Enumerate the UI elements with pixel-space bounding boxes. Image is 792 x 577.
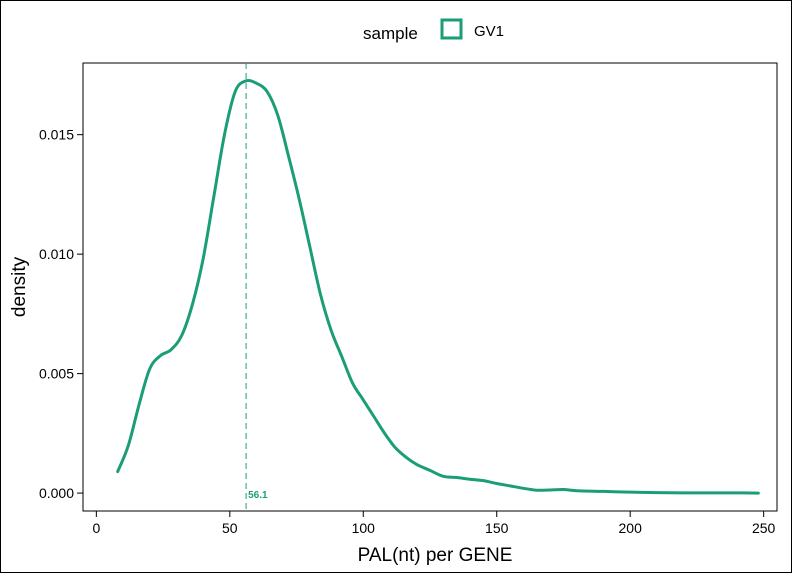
legend-label-gv1: GV1 <box>474 23 504 40</box>
x-axis-label: PAL(nt) per GENE <box>358 545 513 566</box>
y-tick-label: 0.005 <box>39 366 74 382</box>
plot-panel <box>82 62 778 512</box>
annotations: 56.1 <box>245 63 268 511</box>
legend: sample GV1 <box>363 18 504 43</box>
x-axis: 0 50 100 150 200 250 <box>92 511 776 536</box>
y-axis-label: density <box>9 256 30 317</box>
mean-vline-label: 56.1 <box>248 490 268 501</box>
legend-title: sample <box>363 24 418 43</box>
x-tick-label: 250 <box>752 520 776 536</box>
x-tick-label: 0 <box>92 520 100 536</box>
y-tick-label: 0.015 <box>39 127 74 143</box>
y-tick-label: 0.010 <box>39 246 74 262</box>
density-line-gv1 <box>116 78 760 495</box>
y-axis: 0.000 0.005 0.010 0.015 <box>39 127 83 501</box>
x-tick-label: 100 <box>352 520 376 536</box>
x-tick-label: 200 <box>619 520 643 536</box>
y-tick-label: 0.000 <box>39 485 74 501</box>
x-tick-label: 150 <box>485 520 509 536</box>
x-tick-label: 50 <box>222 520 238 536</box>
series-layer <box>116 78 760 495</box>
legend-key-gv1 <box>440 18 463 40</box>
